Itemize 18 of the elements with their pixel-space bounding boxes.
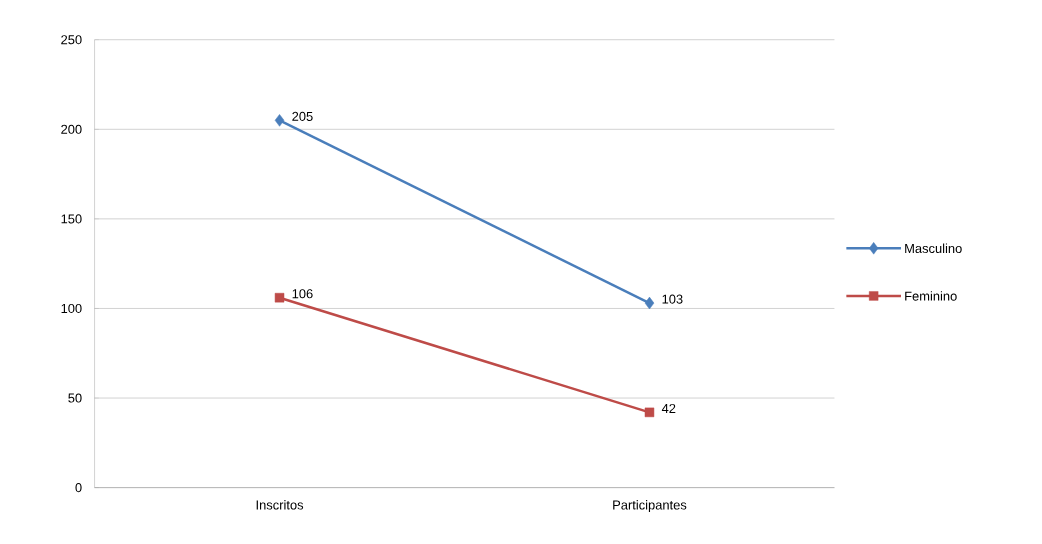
data-label: 106 xyxy=(292,289,313,299)
point xyxy=(274,114,285,127)
data-label: 205 xyxy=(292,111,313,121)
y-tick-label: 150 xyxy=(61,214,82,224)
point xyxy=(644,407,655,417)
y-tick-label: 50 xyxy=(68,393,82,403)
point xyxy=(274,292,285,303)
y-tick-label: 250 xyxy=(61,35,82,45)
legend-label: Masculino xyxy=(905,243,962,253)
data-label: 42 xyxy=(661,403,676,413)
legend-label: Feminino xyxy=(905,291,957,301)
y-tick-label: 100 xyxy=(61,303,82,313)
x-tick-label: Inscritos xyxy=(256,499,304,510)
point xyxy=(644,296,655,310)
y-tick-label: 200 xyxy=(61,124,82,134)
data-label: 103 xyxy=(662,294,683,304)
y-tick-label: 0 xyxy=(75,482,82,493)
x-tick-label: Participantes xyxy=(613,499,687,512)
